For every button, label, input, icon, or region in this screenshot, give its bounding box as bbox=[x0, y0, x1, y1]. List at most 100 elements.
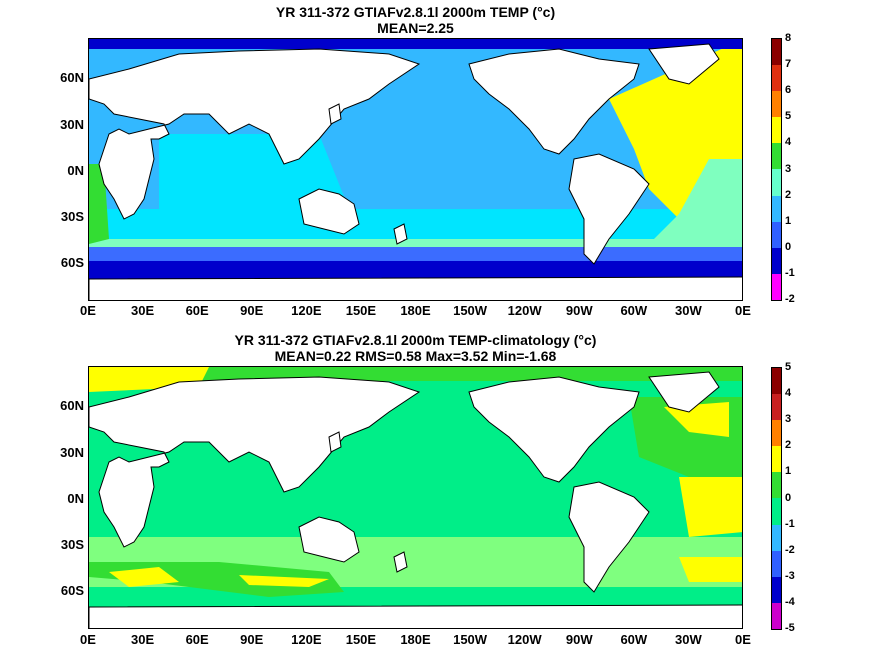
bottom-lon-label: 90E bbox=[240, 632, 264, 647]
bottom-lon-label: 0E bbox=[735, 632, 751, 647]
bottom-colorbar-tick: -4 bbox=[785, 595, 795, 608]
top-colorbar-tick: 0 bbox=[785, 240, 792, 253]
top-colorbar-swatch bbox=[772, 104, 781, 118]
top-colorbar-swatch bbox=[772, 169, 781, 183]
bottom-colorbar-tick: 1 bbox=[785, 465, 792, 478]
bottom-colorbar-swatch bbox=[772, 485, 781, 499]
bottom-lon-label: 120E bbox=[291, 632, 322, 647]
top-colorbar-tick: 1 bbox=[785, 214, 792, 227]
bottom-lon-label: 180E bbox=[400, 632, 431, 647]
top-colorbar-swatch bbox=[772, 130, 781, 144]
top-map bbox=[88, 38, 743, 301]
bottom-lat-60s: 60S bbox=[60, 583, 84, 598]
top-colorbar-swatch bbox=[772, 78, 781, 92]
bottom-lon-label: 60E bbox=[185, 632, 209, 647]
bottom-colorbar-tick: -1 bbox=[785, 517, 795, 530]
top-colorbar-tick: 7 bbox=[785, 58, 792, 71]
bottom-lon-label: 150W bbox=[453, 632, 488, 647]
top-colorbar-swatch bbox=[772, 260, 781, 274]
bottom-colorbar-tick: 3 bbox=[785, 413, 792, 426]
bottom-lon-label: 0E bbox=[80, 632, 96, 647]
bottom-stats: MEAN=0.22 RMS=0.58 Max=3.52 Min=-1.68 bbox=[274, 348, 557, 364]
top-colorbar-tick: -1 bbox=[785, 266, 795, 279]
bottom-colorbar-swatch bbox=[772, 472, 781, 486]
top-colorbar bbox=[771, 38, 782, 301]
bottom-lon-label: 30W bbox=[675, 632, 702, 647]
bottom-lon-label: 120W bbox=[507, 632, 542, 647]
top-lon-label: 60E bbox=[185, 303, 209, 318]
top-lon-label: 60W bbox=[620, 303, 648, 318]
bottom-colorbar-swatch bbox=[772, 433, 781, 447]
bottom-colorbar-swatch bbox=[772, 615, 781, 629]
top-colorbar-swatch bbox=[772, 234, 781, 248]
top-colorbar-tick: 2 bbox=[785, 188, 792, 201]
bottom-colorbar-tick: -3 bbox=[785, 569, 795, 582]
bottom-colorbar-tick: 4 bbox=[785, 387, 792, 400]
bottom-colorbar-tick: 5 bbox=[785, 361, 792, 373]
bottom-colorbar-swatch bbox=[772, 407, 781, 421]
top-colorbar-tick: 4 bbox=[785, 136, 792, 149]
bottom-colorbar-tick: -2 bbox=[785, 543, 795, 556]
top-title: YR 311-372 GTIAFv2.8.1l 2000m TEMP (°c) bbox=[275, 4, 556, 20]
top-colorbar-swatch bbox=[772, 65, 781, 79]
bottom-colorbar-swatch bbox=[772, 576, 781, 590]
top-lon-label: 90E bbox=[240, 303, 264, 318]
bottom-colorbar-swatch bbox=[772, 602, 781, 616]
bottom-colorbar-swatch bbox=[772, 420, 781, 434]
top-lon-label: 0E bbox=[735, 303, 751, 318]
bottom-lat-60n: 60N bbox=[60, 398, 84, 413]
bottom-lat-30s: 30S bbox=[60, 537, 84, 552]
bottom-colorbar-swatch bbox=[772, 537, 781, 551]
bottom-colorbar-swatch bbox=[772, 511, 781, 525]
top-colorbar-swatch bbox=[772, 39, 781, 53]
top-colorbar-tick: 3 bbox=[785, 162, 792, 175]
top-lon-label: 180E bbox=[400, 303, 431, 318]
bottom-colorbar-swatch bbox=[772, 381, 781, 395]
top-lon-label: 150E bbox=[345, 303, 377, 318]
top-colorbar-swatch bbox=[772, 195, 781, 209]
bottom-title: YR 311-372 GTIAFv2.8.1l 2000m TEMP-clima… bbox=[234, 332, 597, 348]
top-lon-label: 120E bbox=[291, 303, 322, 318]
top-lat-60s: 60S bbox=[60, 255, 84, 270]
top-mean: MEAN=2.25 bbox=[377, 20, 454, 36]
bottom-lon-label: 150E bbox=[345, 632, 377, 647]
top-colorbar-swatch bbox=[772, 143, 781, 157]
top-colorbar-swatch bbox=[772, 247, 781, 261]
top-colorbar-tick: -2 bbox=[785, 293, 795, 305]
top-colorbar-tick: 6 bbox=[785, 84, 792, 97]
top-colorbar-swatch bbox=[772, 117, 781, 131]
bottom-colorbar-swatch bbox=[772, 446, 781, 460]
bottom-lon-label: 90W bbox=[565, 632, 593, 647]
bottom-colorbar-swatch bbox=[772, 394, 781, 408]
top-lon-label: 120W bbox=[507, 303, 542, 318]
top-lon-label: 30W bbox=[675, 303, 702, 318]
top-lon-label: 30E bbox=[131, 303, 155, 318]
bottom-colorbar-tick: 0 bbox=[785, 491, 792, 504]
bottom-colorbar-tick: 2 bbox=[785, 439, 792, 452]
top-colorbar-swatch bbox=[772, 52, 781, 66]
bottom-colorbar-swatch bbox=[772, 563, 781, 577]
top-colorbar-swatch bbox=[772, 182, 781, 196]
bottom-colorbar-swatch bbox=[772, 459, 781, 473]
top-colorbar-tick: 5 bbox=[785, 110, 792, 123]
bottom-colorbar-swatch bbox=[772, 498, 781, 512]
bottom-colorbar bbox=[771, 367, 782, 630]
bottom-lat-0n: 0N bbox=[67, 491, 84, 506]
bottom-lon-label: 60W bbox=[620, 632, 648, 647]
bottom-colorbar-swatch bbox=[772, 368, 781, 382]
bottom-colorbar-swatch bbox=[772, 524, 781, 538]
top-lat-30n: 30N bbox=[60, 117, 84, 132]
top-colorbar-swatch bbox=[772, 286, 781, 300]
top-lon-label: 150W bbox=[453, 303, 488, 318]
top-colorbar-tick: 8 bbox=[785, 32, 792, 44]
top-lat-60n: 60N bbox=[60, 70, 84, 85]
bottom-colorbar-swatch bbox=[772, 589, 781, 603]
top-colorbar-swatch bbox=[772, 221, 781, 235]
top-lat-30s: 30S bbox=[60, 209, 84, 224]
bottom-colorbar-swatch bbox=[772, 550, 781, 564]
top-lon-label: 0E bbox=[80, 303, 96, 318]
bottom-colorbar-tick: -5 bbox=[785, 622, 795, 634]
top-colorbar-swatch bbox=[772, 156, 781, 170]
bottom-lat-30n: 30N bbox=[60, 445, 84, 460]
top-colorbar-swatch bbox=[772, 91, 781, 105]
